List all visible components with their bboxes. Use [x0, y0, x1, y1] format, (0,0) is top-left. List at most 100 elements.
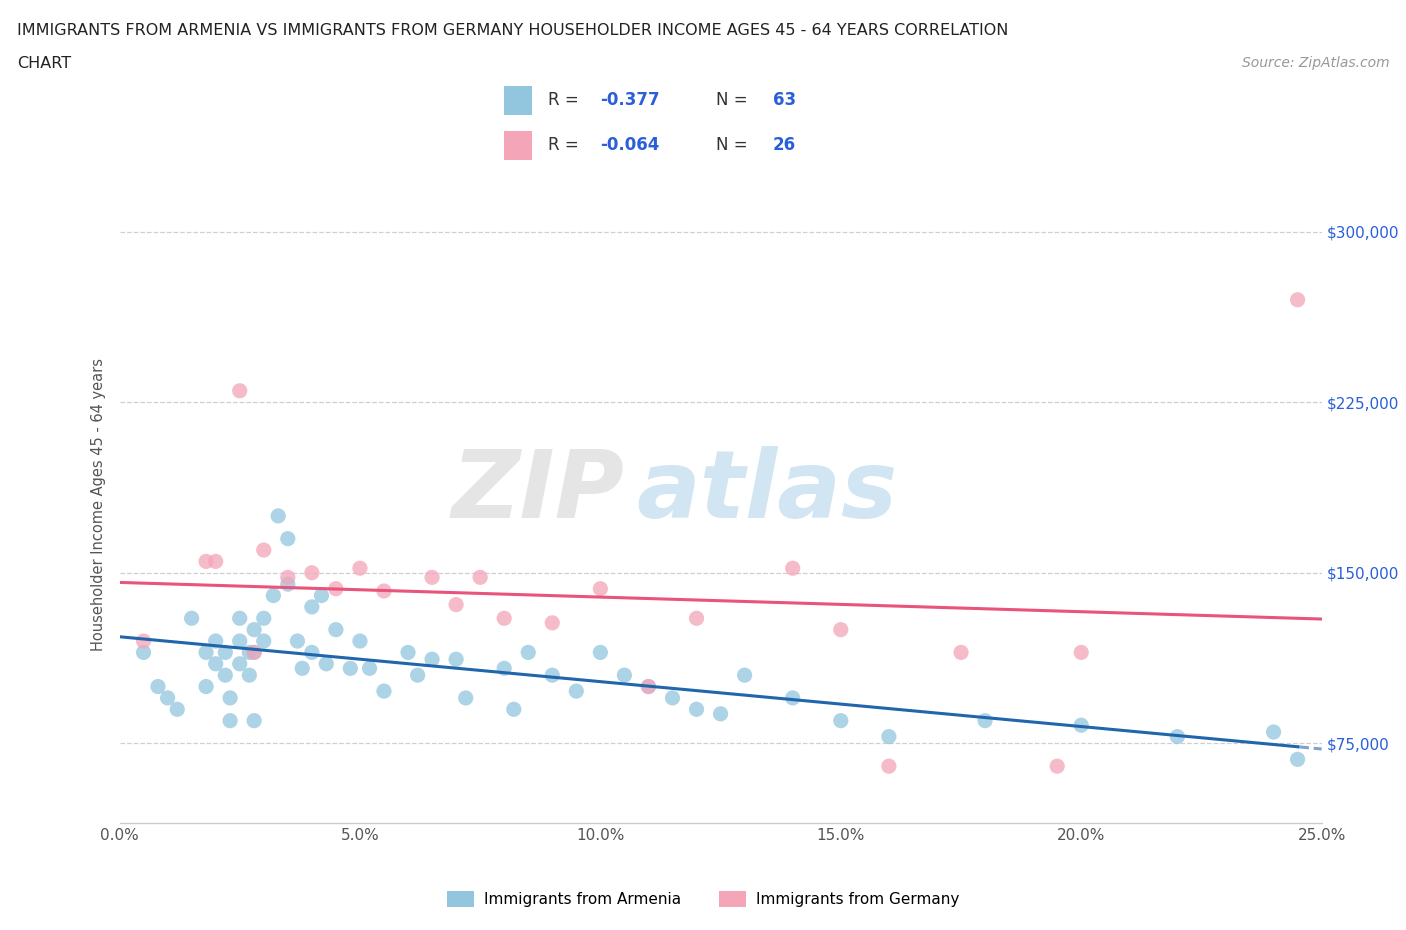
FancyBboxPatch shape: [505, 86, 531, 115]
Point: [541, 668, 564, 683]
Point: [637, 679, 659, 694]
Point: [1263, 724, 1285, 739]
Point: [1046, 759, 1069, 774]
Point: [243, 713, 266, 728]
Point: [685, 611, 707, 626]
Point: [444, 652, 467, 667]
Point: [301, 600, 323, 615]
Point: [494, 661, 516, 676]
Point: [277, 577, 299, 591]
Point: [339, 661, 361, 676]
Point: [420, 652, 443, 667]
Point: [243, 622, 266, 637]
Point: [877, 729, 900, 744]
Point: [709, 707, 731, 722]
Point: [589, 645, 612, 660]
Point: [877, 759, 900, 774]
Text: R =: R =: [548, 91, 579, 110]
Point: [204, 657, 226, 671]
Point: [502, 702, 524, 717]
Point: [830, 713, 852, 728]
Point: [214, 668, 236, 683]
Point: [219, 690, 242, 705]
Text: N =: N =: [717, 91, 748, 110]
Point: [359, 661, 381, 676]
Point: [406, 668, 429, 683]
Point: [494, 611, 516, 626]
Point: [195, 679, 218, 694]
Point: [243, 645, 266, 660]
Point: [373, 583, 395, 598]
Point: [228, 633, 252, 648]
Point: [146, 679, 169, 694]
Point: [253, 611, 276, 626]
Point: [734, 668, 756, 683]
Text: -0.064: -0.064: [600, 136, 659, 154]
Y-axis label: Householder Income Ages 45 - 64 years: Householder Income Ages 45 - 64 years: [91, 358, 107, 651]
FancyBboxPatch shape: [505, 131, 531, 160]
Point: [637, 679, 659, 694]
Point: [565, 684, 588, 698]
Point: [1070, 645, 1092, 660]
Point: [228, 611, 252, 626]
Point: [685, 702, 707, 717]
Point: [613, 668, 636, 683]
Point: [301, 565, 323, 580]
Point: [949, 645, 972, 660]
Text: R =: R =: [548, 136, 579, 154]
Point: [661, 690, 683, 705]
Text: atlas: atlas: [637, 445, 897, 538]
Text: -0.377: -0.377: [600, 91, 659, 110]
Point: [243, 645, 266, 660]
Point: [253, 542, 276, 557]
Legend: Immigrants from Armenia, Immigrants from Germany: Immigrants from Armenia, Immigrants from…: [441, 884, 965, 913]
Point: [468, 570, 492, 585]
Text: N =: N =: [717, 136, 748, 154]
Point: [1070, 718, 1092, 733]
Point: [262, 588, 284, 603]
Point: [204, 554, 226, 569]
Point: [238, 645, 260, 660]
Point: [132, 633, 155, 648]
Text: ZIP: ZIP: [451, 445, 624, 538]
Point: [420, 570, 443, 585]
Point: [444, 597, 467, 612]
Point: [373, 684, 395, 698]
Point: [180, 611, 202, 626]
Point: [517, 645, 540, 660]
Point: [291, 661, 314, 676]
Point: [315, 657, 337, 671]
Point: [277, 531, 299, 546]
Point: [1166, 729, 1188, 744]
Text: Source: ZipAtlas.com: Source: ZipAtlas.com: [1241, 56, 1389, 70]
Text: 26: 26: [773, 136, 796, 154]
Point: [287, 633, 309, 648]
Point: [974, 713, 997, 728]
Text: CHART: CHART: [17, 56, 70, 71]
Point: [454, 690, 477, 705]
Point: [253, 633, 276, 648]
Text: 63: 63: [773, 91, 796, 110]
Point: [277, 570, 299, 585]
Point: [541, 616, 564, 631]
Point: [301, 645, 323, 660]
Point: [830, 622, 852, 637]
Point: [214, 645, 236, 660]
Point: [589, 581, 612, 596]
Point: [311, 588, 333, 603]
Text: IMMIGRANTS FROM ARMENIA VS IMMIGRANTS FROM GERMANY HOUSEHOLDER INCOME AGES 45 - : IMMIGRANTS FROM ARMENIA VS IMMIGRANTS FR…: [17, 23, 1008, 38]
Point: [349, 561, 371, 576]
Point: [349, 633, 371, 648]
Point: [228, 657, 252, 671]
Point: [219, 713, 242, 728]
Point: [325, 622, 347, 637]
Point: [1286, 292, 1309, 307]
Point: [156, 690, 179, 705]
Point: [195, 554, 218, 569]
Point: [204, 633, 226, 648]
Point: [396, 645, 419, 660]
Point: [132, 645, 155, 660]
Point: [782, 561, 804, 576]
Point: [238, 668, 260, 683]
Point: [1286, 751, 1309, 766]
